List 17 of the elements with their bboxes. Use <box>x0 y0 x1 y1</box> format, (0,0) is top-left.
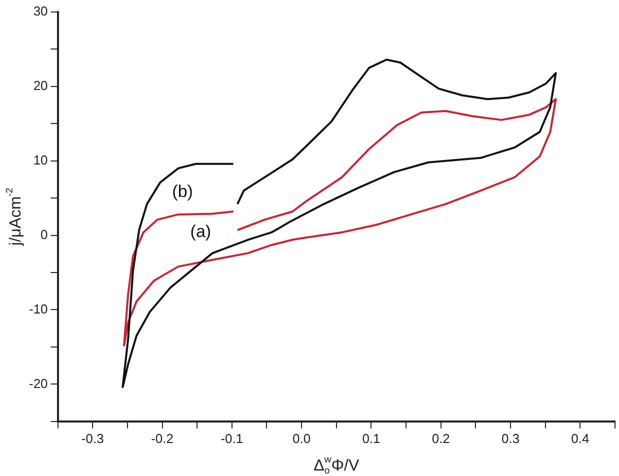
x-tick-label: 0.0 <box>292 430 311 446</box>
x-tick-label: 0.4 <box>571 430 590 446</box>
y-tick-label: 20 <box>33 78 48 94</box>
x-tick-label: -0.1 <box>220 430 244 446</box>
x-tick-label: 0.2 <box>432 430 450 446</box>
series-label: (a) <box>190 222 212 242</box>
y-axis-title: j/μAcm-2 <box>4 188 24 247</box>
y-tick-label: 10 <box>33 152 48 168</box>
y-tick-label: -10 <box>28 301 48 316</box>
x-tick-label: -0.2 <box>151 430 174 446</box>
x-tick-label: -0.3 <box>81 430 104 446</box>
x-tick-label: 0.1 <box>362 430 380 446</box>
y-tick-label: 0 <box>40 226 48 242</box>
x-tick-label: 0.3 <box>501 430 520 446</box>
y-tick-label: 30 <box>33 4 48 19</box>
y-tick-label: -20 <box>28 376 48 391</box>
series-label: (b) <box>172 182 193 202</box>
